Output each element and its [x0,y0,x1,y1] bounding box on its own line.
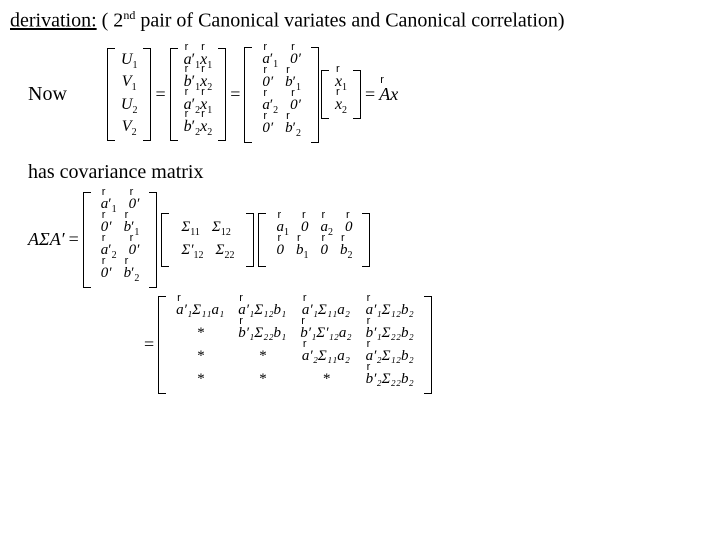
equals-2: = [230,84,240,105]
now-label: Now [28,83,67,106]
has-cov-label: has covariance matrix [28,161,710,184]
equals-1: = [155,84,165,105]
row-result: = a′₁Σ₁₁a₁ a′₁Σ₁₂b₁ a′₁Σ₁₁a₂ a′₁Σ₁₂b₂ * … [140,296,710,394]
asa-label: AΣA′ [28,229,65,250]
equals-5: = [144,334,154,355]
vec-uv: U1 V1 U2 V2 [107,48,152,141]
row-asa: AΣA′ = a10′ 0′b1 a20′ 0′b2 Σ11 Σ12 Σ′12 … [28,192,710,288]
mat-left-4x2: a10′ 0′b1 a20′ 0′b2 [83,192,158,288]
mat-result-4x4: a′₁Σ₁₁a₁ a′₁Σ₁₂b₁ a′₁Σ₁₁a₂ a′₁Σ₁₂b₂ * b′… [158,296,432,394]
mat-right-2x4: a1 0 a2 0 0 b1 0 b2 [258,213,370,267]
derivation-label: derivation: [10,10,97,32]
vec-ax: a1x1 b1x2 a2x1 b2x2 [170,48,227,141]
mat-4x2: a10′ 0′b1 a20′ 0′b2 [244,47,319,143]
title-rest: ( 2 [97,10,124,32]
row-now-equation: Now U1 V1 U2 V2 = a1x1 b1x2 a2x1 b2x2 = … [10,47,710,143]
equals-3: = [365,84,375,105]
ax-final: Ax [379,84,398,105]
equals-4: = [69,229,79,250]
vec-x12: x1 x2 [321,70,361,118]
title-line: derivation: ( 2nd pair of Canonical vari… [10,8,710,33]
mat-sigma: Σ11 Σ12 Σ′12 Σ22 [161,213,254,267]
title-tail: pair of Canonical variates and Canonical… [135,10,564,32]
title-sup: nd [123,8,135,22]
